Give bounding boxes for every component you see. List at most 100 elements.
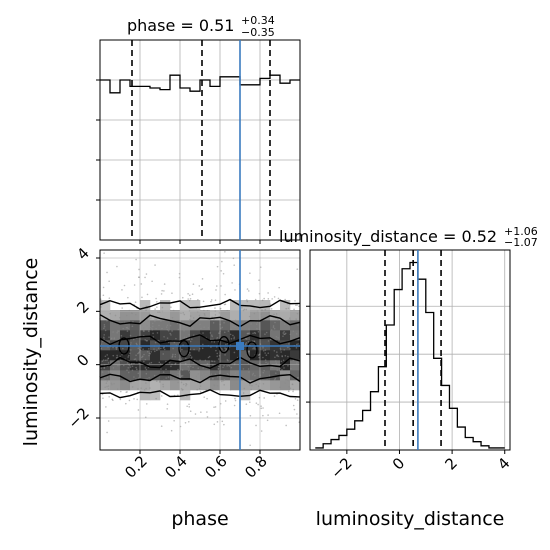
ld-panel-frame [309,249,511,451]
joint-truth-marker [236,342,244,350]
scatter-point-897 [196,388,199,391]
scatter-point-266 [121,359,123,362]
scatter-point-400 [247,350,250,353]
scatter-point-319 [101,393,104,396]
density-cell-6-10 [160,340,171,351]
scatter-point-712 [107,388,110,390]
scatter-point-586 [198,350,200,352]
scatter-point-699 [187,365,190,368]
density-cell-17-8 [270,360,281,371]
scatter-point-234 [293,408,296,411]
density-cell-0-10 [100,340,111,351]
scatter-point-15 [155,297,157,300]
density-cell-3-11 [130,330,141,341]
scatter-point-321 [217,380,219,383]
scatter-point-505 [289,348,291,350]
scatter-point-543 [247,332,250,335]
scatter-point-709 [174,355,176,358]
scatter-point-770 [198,314,201,317]
scatter-point-286 [160,425,163,427]
phase-ticks [96,79,261,244]
scatter-point-332 [100,367,102,369]
scatter-point-248 [221,260,223,263]
scatter-point-134 [153,350,156,353]
scatter-point-819 [284,332,287,335]
scatter-point-429 [197,373,200,375]
scatter-point-461 [121,289,123,291]
scatter-point-142 [207,356,210,359]
density-cell-1-6 [110,380,121,391]
scatter-point-258 [248,371,250,373]
scatter-point-465 [260,430,263,432]
scatter-point-123 [298,305,300,307]
scatter-point-535 [266,379,268,381]
scatter-point-812 [287,379,290,382]
scatter-point-394 [234,399,237,402]
scatter-point-224 [186,405,188,408]
scatter-point-700 [131,312,133,315]
density-cell-12-7 [220,370,231,381]
scatter-point-867 [212,338,214,341]
scatter-point-10 [194,413,197,415]
scatter-point-808 [272,325,275,327]
scatter-point-733 [285,372,288,375]
density-cell-10-8 [200,360,211,371]
scatter-point-802 [140,283,143,285]
scatter-point-492 [119,390,122,393]
scatter-point-59 [189,340,192,343]
joint-ytick-label-2: 2 [73,297,92,316]
scatter-point-864 [230,328,232,330]
scatter-point-741 [292,388,295,391]
scatter-point-99 [277,355,280,358]
scatter-point-245 [213,423,216,426]
scatter-point-592 [227,330,230,332]
density-cell-0-11 [100,330,111,341]
scatter-point-285 [223,379,226,381]
scatter-point-166 [187,420,190,423]
scatter-point-151 [102,359,105,361]
scatter-point-87 [192,317,195,319]
scatter-point-420 [263,397,265,399]
scatter-point-227 [114,314,117,317]
scatter-point-376 [123,284,126,287]
density-cell-3-6 [130,380,141,391]
scatter-point-235 [195,375,198,378]
scatter-point-182 [129,334,132,337]
scatter-point-816 [176,322,179,325]
scatter-point-82 [117,360,119,362]
scatter-point-800 [193,334,195,336]
density-cell-15-14 [250,300,261,311]
scatter-point-456 [103,338,105,340]
scatter-point-636 [165,360,167,363]
scatter-point-130 [190,356,193,358]
density-cell-9-14 [190,300,201,311]
density-cell-6-8 [160,360,171,371]
scatter-point-833 [280,360,283,363]
scatter-point-541 [122,364,125,367]
scatter-point-516 [262,316,265,318]
scatter-point-449 [180,381,183,384]
scatter-point-259 [197,367,200,369]
scatter-point-179 [112,346,114,349]
scatter-point-435 [206,362,209,365]
joint-grid [100,250,300,450]
density-cell-16-11 [260,330,271,341]
scatter-point-523 [234,319,237,322]
scatter-point-78 [199,359,201,362]
scatter-point-357 [162,347,165,349]
scatter-point-436 [261,309,263,311]
density-cell-7-11 [170,330,181,341]
scatter-point-568 [180,375,182,377]
scatter-point-689 [266,419,269,422]
scatter-point-408 [177,372,179,375]
density-cell-11-10 [210,340,221,351]
scatter-point-534 [282,332,284,334]
scatter-point-35 [104,359,107,362]
scatter-point-364 [178,358,180,361]
scatter-point-765 [100,300,103,303]
scatter-point-191 [183,313,186,316]
density-cell-2-12 [120,320,131,331]
scatter-point-295 [133,362,135,365]
scatter-point-502 [292,330,295,333]
density-cell-13-7 [230,370,241,381]
